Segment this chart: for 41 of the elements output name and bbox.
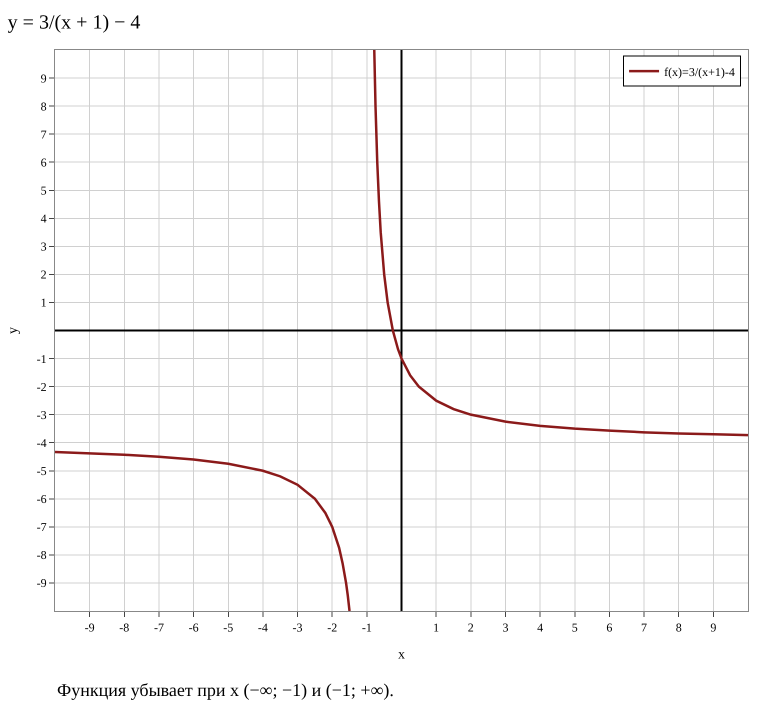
y-axis-title: y (6, 327, 22, 334)
y-tick-label: 3 (40, 240, 47, 254)
y-tick-label: 8 (40, 99, 47, 114)
x-tick-label: -8 (119, 620, 130, 634)
y-tick-label: 7 (40, 127, 47, 142)
x-tick-label: -2 (327, 620, 338, 634)
x-tick-label: -7 (154, 620, 164, 634)
y-tick-label: -5 (36, 464, 47, 478)
x-tick-label: 6 (606, 620, 612, 634)
x-tick-label: -9 (84, 620, 95, 634)
y-tick-label: 9 (40, 71, 47, 86)
x-tick-label: -3 (292, 620, 303, 634)
y-tick-label: -6 (36, 492, 47, 506)
chart-title: y = 3/(x + 1) − 4 (8, 11, 140, 34)
y-tick-label: -7 (36, 520, 47, 534)
y-tick-label: 5 (40, 183, 47, 198)
text: Функция убывает при x (−∞; −1) и (−1; +∞). (57, 680, 394, 700)
y-tick-label: -3 (36, 408, 47, 422)
x-tick-label: 7 (641, 620, 648, 634)
x-tick-label: -6 (188, 620, 199, 634)
x-tick-label: 1 (433, 620, 440, 634)
legend-label: f(x)=3/(x+1)-4 (664, 64, 735, 79)
x-tick-label: 9 (710, 620, 716, 634)
x-tick-label: 5 (572, 620, 578, 634)
y-tick-label: -8 (36, 548, 47, 562)
y-tick-label: -2 (36, 380, 47, 394)
x-tick-label: -1 (362, 620, 372, 634)
x-axis-title: x (398, 648, 405, 663)
y-tick-label: 6 (40, 155, 47, 170)
x-tick-label: 3 (502, 620, 508, 634)
y-tick-label: -1 (36, 352, 47, 366)
y-tick-label: 1 (40, 296, 47, 310)
y-tick-label: 2 (40, 268, 47, 282)
y-tick-label: -4 (36, 436, 47, 450)
x-tick-label: -5 (223, 620, 234, 634)
x-tick-label: 2 (468, 620, 474, 634)
x-tick-label: 4 (537, 620, 544, 634)
x-tick-label: 8 (676, 620, 682, 634)
y-tick-label: -9 (36, 576, 47, 590)
y-tick-label: 4 (40, 212, 47, 226)
x-tick-label: -4 (258, 620, 268, 634)
